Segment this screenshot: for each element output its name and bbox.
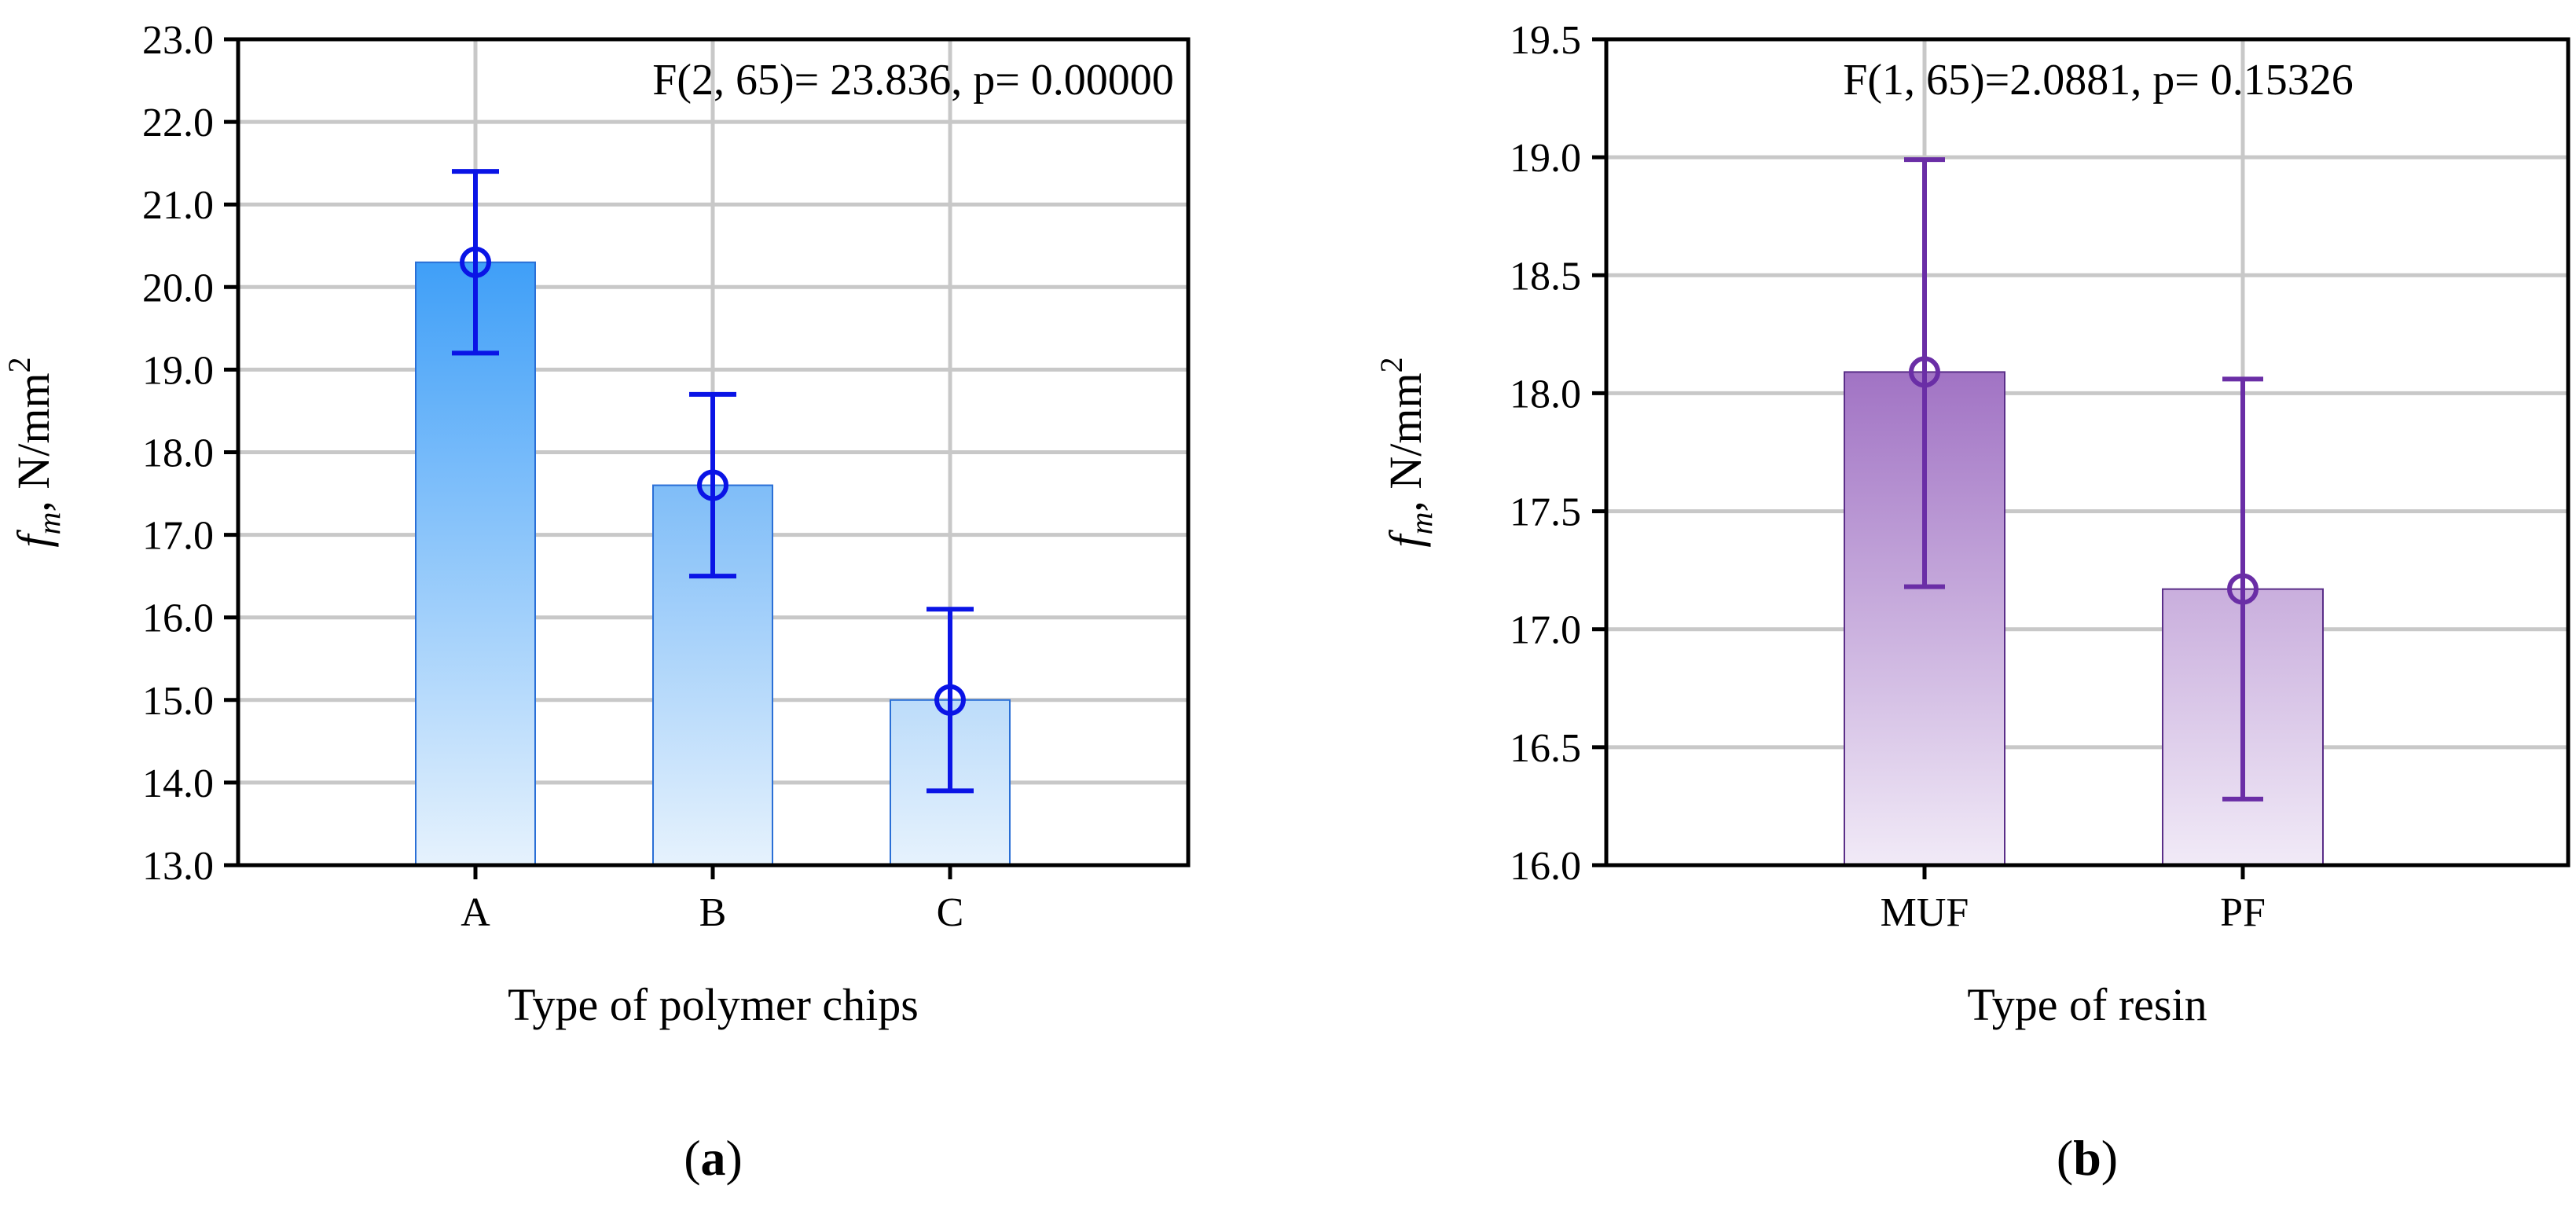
y-tick-label-21.0: 21.0 [142, 183, 214, 228]
y-tick-label-18.5: 18.5 [1510, 254, 1581, 299]
y-tick-label-17.0: 17.0 [142, 514, 214, 559]
mean-marker-MUF [1909, 356, 1940, 388]
y-tick-label-19.5: 19.5 [1510, 18, 1581, 63]
y-tick-label-23.0: 23.0 [142, 18, 214, 63]
x-tick-label-C: C [937, 890, 964, 935]
panel-label: (b) [2057, 1130, 2118, 1186]
mean-marker-PF [2227, 573, 2259, 605]
error-bar-MUF [1904, 157, 1945, 589]
y-tick-label-14.0: 14.0 [142, 761, 214, 806]
y-tick-label-17.5: 17.5 [1510, 490, 1581, 535]
mean-marker-A [460, 246, 491, 278]
bar-A [415, 261, 536, 866]
mean-marker-C [934, 684, 966, 716]
y-tick-label-22.0: 22.0 [142, 101, 214, 145]
y-tick-label-13.0: 13.0 [142, 844, 214, 889]
chart-a: 13.0 14.0 15.0 16.0 17.0 18.0 19.0 20.0 21.0 22.0… [2, 18, 1191, 1186]
x-axis-title: Type of polymer chips [508, 979, 919, 1030]
x-tick-label-B: B [699, 890, 727, 935]
y-tick-label-19.0: 19.0 [142, 348, 214, 393]
y-tick-label-18.0: 18.0 [1510, 372, 1581, 416]
y-tick-label-19.0: 19.0 [1510, 136, 1581, 181]
chart-b: 16.0 16.5 17.0 17.5 18.0 18.5 19.0 19.5 MUF PF F(1… [1374, 18, 2570, 1186]
y-axis-title: fm, N/mm2 [2, 357, 67, 547]
anova-annotation: F(1, 65)=2.0881, p= 0.15326 [1843, 56, 2354, 105]
mean-marker-B [697, 469, 728, 501]
y-axis-title-unit: , N/mm [8, 372, 59, 512]
error-bar-B [689, 391, 736, 579]
y-tick-label-16.5: 16.5 [1510, 726, 1581, 771]
y-axis-title-subscript: m [31, 512, 67, 535]
y-tick-label-18.0: 18.0 [142, 431, 214, 476]
x-tick-label-MUF: MUF [1881, 890, 1969, 935]
y-axis-title-superscript: 2 [1374, 357, 1409, 372]
error-bar-C [927, 607, 974, 794]
y-axis-title: fm, N/mm2 [1374, 357, 1439, 547]
x-axis-title: Type of resin [1967, 979, 2207, 1030]
y-tick-label-20.0: 20.0 [142, 266, 214, 310]
y-tick-label-16.0: 16.0 [142, 596, 214, 641]
x-tick-label-A: A [461, 890, 490, 935]
y-axis-title-unit: , N/mm [1380, 372, 1431, 512]
anova-annotation: F(2, 65)= 23.836, p= 0.00000 [652, 56, 1174, 105]
panel-label: (a) [684, 1130, 743, 1186]
y-axis-title-superscript: 2 [2, 357, 37, 372]
y-tick-label-15.0: 15.0 [142, 679, 214, 724]
y-axis-title-subscript: m [1404, 512, 1439, 535]
error-bar-A [452, 169, 499, 356]
plot-frame [1604, 37, 2570, 868]
y-tick-label-17.0: 17.0 [1510, 608, 1581, 653]
x-tick-label-PF: PF [2220, 890, 2266, 935]
error-bar-PF [2222, 376, 2263, 802]
y-tick-label-16.0: 16.0 [1510, 844, 1581, 889]
